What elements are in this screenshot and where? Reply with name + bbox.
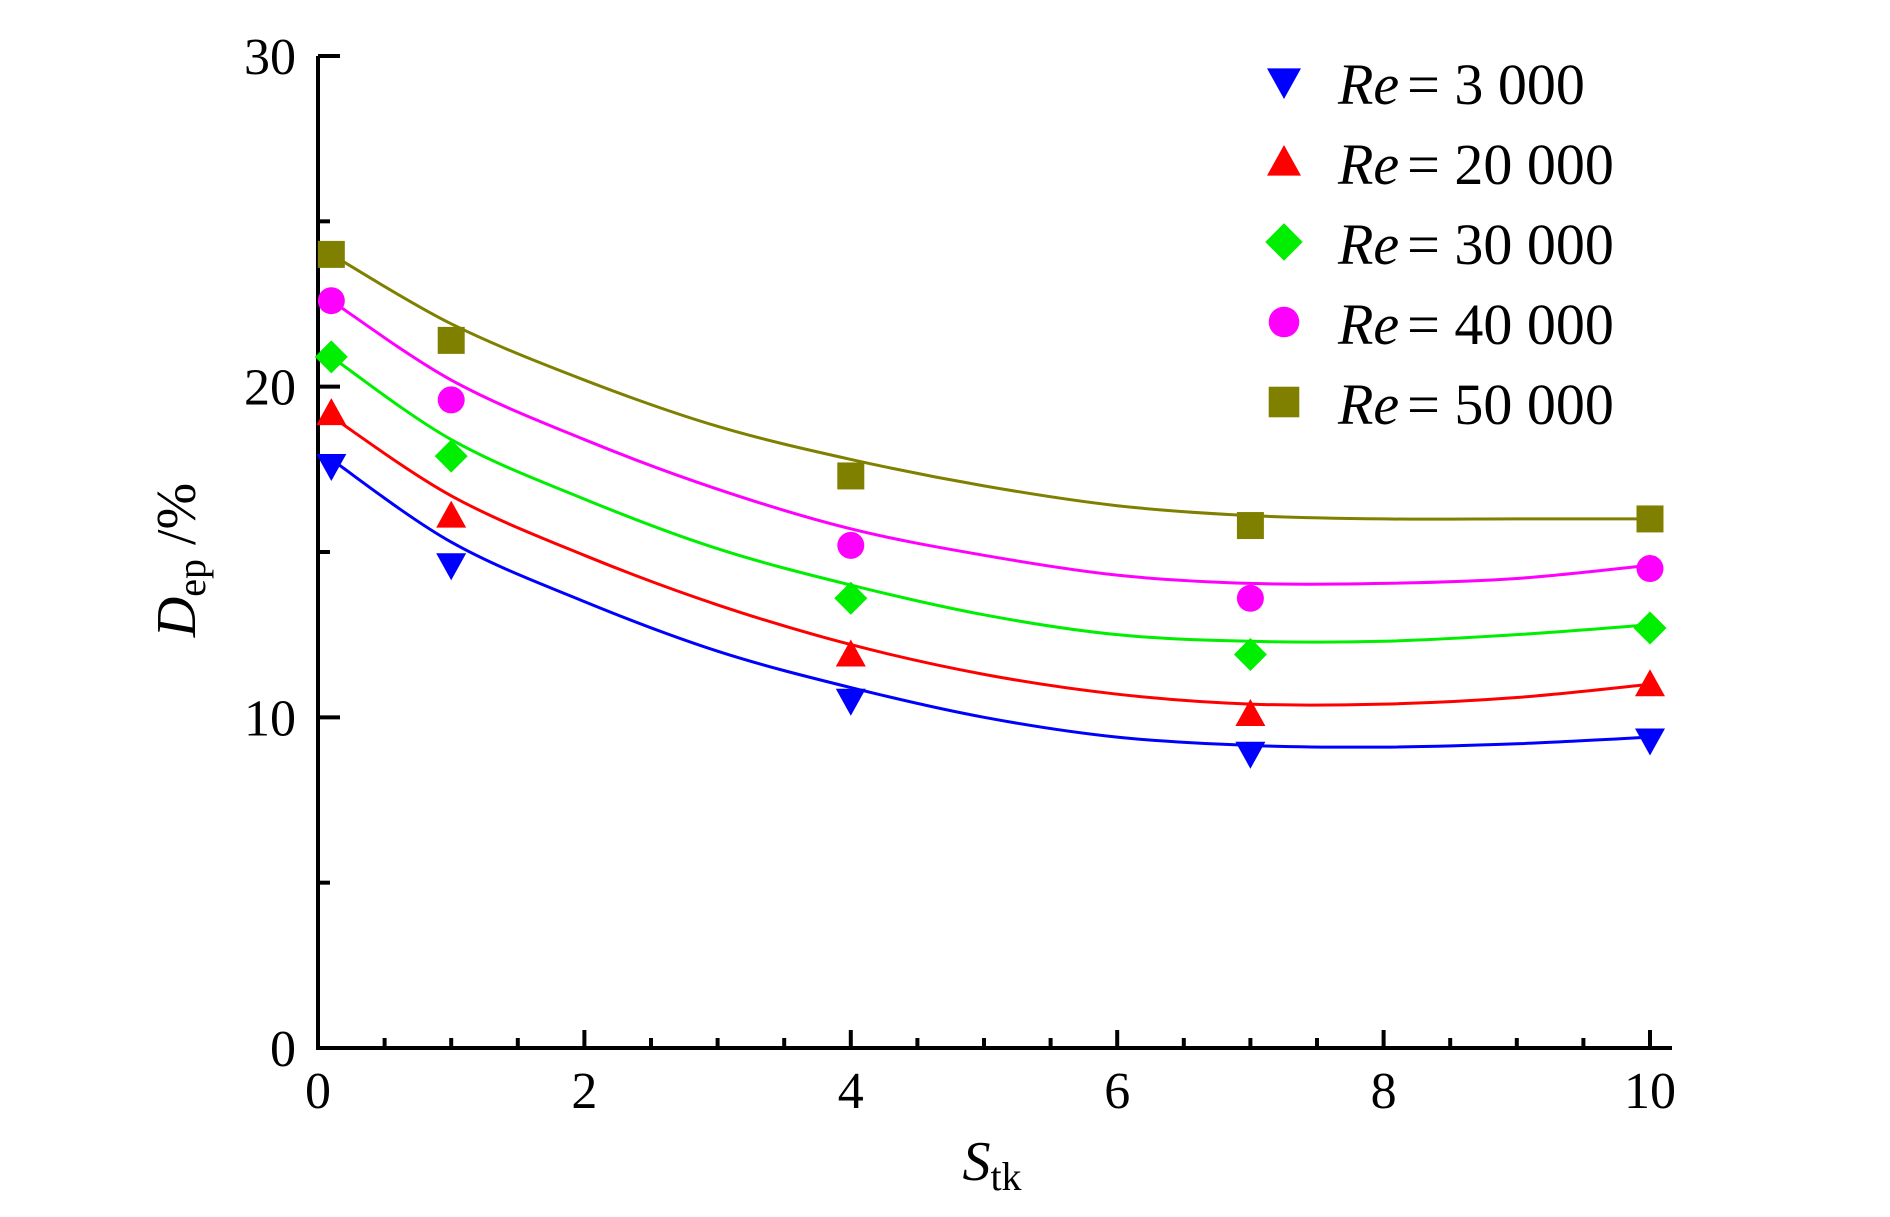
legend-marker bbox=[1267, 68, 1301, 99]
y-tick-label: 30 bbox=[244, 29, 296, 86]
x-tick-label: 10 bbox=[1624, 1063, 1676, 1120]
y-tick-label: 10 bbox=[244, 690, 296, 747]
data-point bbox=[437, 386, 465, 414]
legend-label: Re = 20 000 bbox=[1337, 132, 1614, 197]
fit-curve bbox=[330, 299, 1651, 586]
tick-marks bbox=[316, 54, 1652, 1050]
legend-label-value: = 3 000 bbox=[1407, 52, 1585, 117]
legend-item: Re = 3 000 bbox=[1267, 52, 1585, 117]
legend-label-value: = 40 000 bbox=[1407, 292, 1614, 357]
legend-label-value: = 50 000 bbox=[1407, 372, 1614, 437]
axes bbox=[316, 56, 1672, 1050]
fit-curve bbox=[330, 415, 1651, 707]
data-point bbox=[316, 454, 347, 482]
data-point bbox=[1635, 669, 1665, 697]
tick-labels: 0 2 4 6 8 10 0 10 20 30 bbox=[244, 29, 1676, 1120]
x-tick-label: 2 bbox=[571, 1063, 597, 1120]
legend-item: Re = 50 000 bbox=[1268, 372, 1614, 437]
legend-label-prefix: Re bbox=[1337, 372, 1399, 437]
data-point bbox=[316, 398, 347, 426]
data-point bbox=[1635, 728, 1665, 756]
legend-marker bbox=[1265, 223, 1303, 261]
legend-label-value: = 30 000 bbox=[1407, 212, 1614, 277]
legend-marker bbox=[1268, 386, 1300, 418]
data-point bbox=[837, 462, 865, 490]
legend-label: Re = 30 000 bbox=[1337, 212, 1614, 277]
data-point bbox=[1636, 505, 1664, 533]
x-tick-label: 4 bbox=[838, 1063, 864, 1120]
legend-marker bbox=[1267, 145, 1301, 176]
data-point bbox=[1633, 611, 1667, 645]
legend-label-prefix: Re bbox=[1337, 212, 1399, 277]
fit-curve bbox=[330, 253, 1650, 521]
legend-label: Re = 3 000 bbox=[1337, 52, 1585, 117]
y-axis-label-main: D bbox=[146, 597, 208, 638]
data-point bbox=[835, 688, 866, 716]
data-point bbox=[317, 240, 345, 268]
data-point bbox=[1233, 638, 1267, 672]
legend-label-prefix: Re bbox=[1337, 132, 1399, 197]
x-axis-label-main: S bbox=[962, 1131, 990, 1193]
y-tick-label: 0 bbox=[270, 1021, 296, 1078]
data-point bbox=[314, 340, 348, 374]
y-tick-label: 20 bbox=[244, 360, 296, 417]
x-tick-label: 8 bbox=[1371, 1063, 1397, 1120]
data-point bbox=[835, 639, 866, 667]
data-point bbox=[434, 439, 468, 473]
data-point bbox=[1235, 741, 1266, 769]
y-axis-label-sub: ep bbox=[169, 559, 214, 597]
legend-item: Re = 40 000 bbox=[1268, 292, 1614, 357]
data-point bbox=[1235, 699, 1266, 727]
legend-item: Re = 30 000 bbox=[1265, 212, 1614, 277]
data-point bbox=[436, 500, 467, 528]
y-axis-label-unit: /% bbox=[146, 483, 208, 559]
data-point bbox=[436, 553, 467, 581]
x-axis-label: Stk bbox=[962, 1131, 1021, 1199]
data-point bbox=[1236, 512, 1264, 540]
x-tick-label: 6 bbox=[1104, 1063, 1130, 1120]
x-tick-label: 0 bbox=[305, 1063, 331, 1120]
data-point bbox=[834, 581, 868, 615]
legend-item: Re = 20 000 bbox=[1267, 132, 1614, 197]
fit-curve bbox=[330, 458, 1651, 749]
fit-curves bbox=[330, 253, 1651, 749]
legend-label-value: = 20 000 bbox=[1407, 132, 1614, 197]
data-markers bbox=[314, 240, 1667, 769]
legend-marker bbox=[1268, 306, 1300, 338]
data-point bbox=[317, 287, 345, 315]
legend-label-prefix: Re bbox=[1337, 292, 1399, 357]
fit-curve bbox=[330, 355, 1651, 644]
data-point bbox=[437, 326, 465, 354]
y-axis-label: Dep /% bbox=[146, 483, 214, 638]
x-axis-label-sub: tk bbox=[990, 1154, 1021, 1199]
data-point bbox=[1636, 555, 1664, 583]
legend-label: Re = 40 000 bbox=[1337, 292, 1614, 357]
data-point bbox=[837, 531, 865, 559]
legend-label: Re = 50 000 bbox=[1337, 372, 1614, 437]
legend-label-prefix: Re bbox=[1337, 52, 1399, 117]
data-point bbox=[1236, 584, 1264, 612]
